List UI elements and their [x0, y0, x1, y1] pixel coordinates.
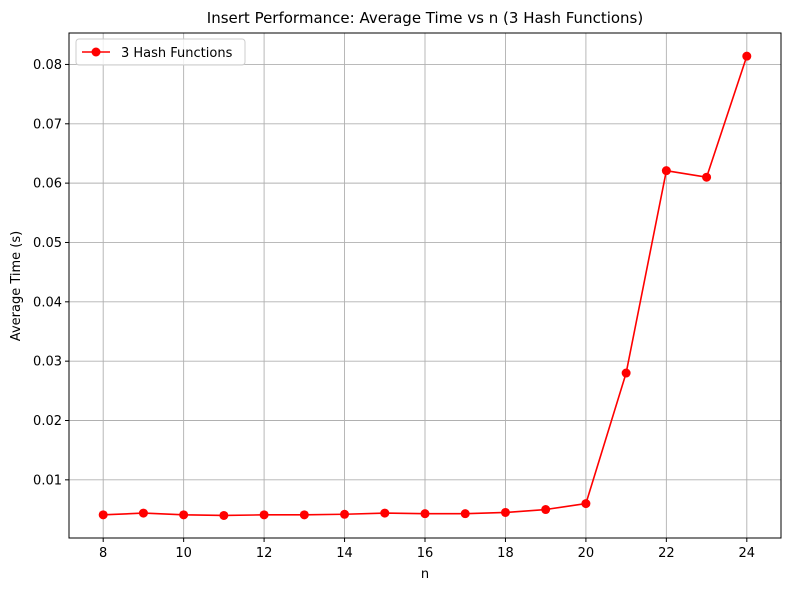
data-point — [500, 507, 510, 517]
data-point — [219, 510, 229, 520]
x-tick-label: 8 — [99, 546, 107, 561]
y-tick-label: 0.03 — [33, 355, 62, 370]
x-axis-label: n — [421, 567, 429, 582]
legend: 3 Hash Functions — [75, 38, 246, 66]
y-tick-label: 0.02 — [33, 414, 62, 429]
data-point — [340, 509, 350, 519]
data-point — [138, 508, 148, 518]
data-point — [702, 172, 712, 182]
axis-ticks: 8 10 12 14 16 18 20 22 24 0.01 0.02 0.03 0.04 0.05 0.0… — [33, 58, 755, 561]
data-point — [98, 510, 108, 520]
data-point — [460, 509, 470, 519]
data-point — [581, 499, 591, 509]
x-tick-label: 18 — [497, 546, 514, 561]
data-point — [259, 510, 269, 520]
x-tick-label: 16 — [417, 546, 434, 561]
y-tick-label: 0.04 — [33, 295, 62, 310]
data-point — [299, 510, 309, 520]
y-axis-label: Average Time (s) — [9, 231, 24, 341]
x-tick-label: 20 — [578, 546, 595, 561]
data-point — [420, 509, 430, 519]
data-point — [621, 368, 631, 378]
chart-title: Insert Performance: Average Time vs n (3… — [207, 9, 643, 27]
data-point — [742, 51, 752, 61]
x-tick-label: 22 — [658, 546, 675, 561]
y-tick-label: 0.07 — [33, 117, 62, 132]
data-point — [380, 508, 390, 518]
grid — [69, 33, 781, 538]
y-tick-label: 0.08 — [33, 58, 62, 73]
series-layer — [98, 51, 752, 520]
x-tick-label: 24 — [739, 546, 756, 561]
data-point — [541, 505, 551, 515]
y-tick-label: 0.06 — [33, 177, 62, 192]
x-tick-label: 10 — [175, 546, 192, 561]
legend-label: 3 Hash Functions — [121, 46, 233, 61]
legend-marker-swatch — [91, 47, 101, 57]
x-tick-label: 12 — [256, 546, 273, 561]
y-tick-label: 0.05 — [33, 236, 62, 251]
legend-box — [75, 38, 246, 66]
x-tick-label: 14 — [336, 546, 353, 561]
y-tick-label: 0.01 — [33, 473, 62, 488]
data-point — [179, 510, 189, 520]
data-point — [661, 166, 671, 176]
